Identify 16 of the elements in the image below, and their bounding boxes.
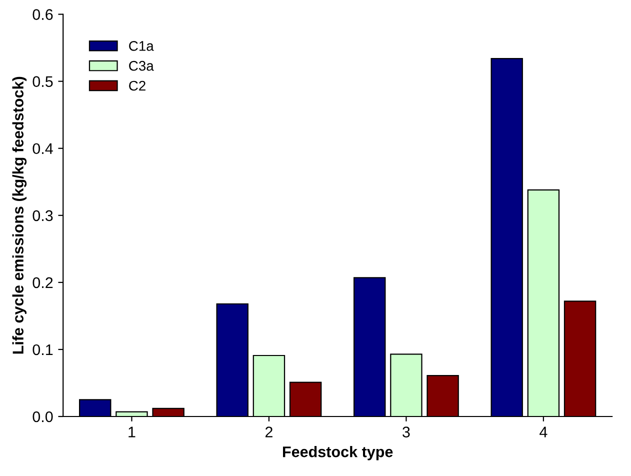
x-tick-label: 3 xyxy=(402,426,410,438)
x-tick-label: 2 xyxy=(265,426,272,438)
y-tick-label: 0.0 xyxy=(32,411,53,422)
y-axis-title: Life cycle emissions (kg/kg feedstock) xyxy=(12,76,27,354)
y-tick-label: 0.1 xyxy=(32,344,53,356)
y-tick-label: 0.3 xyxy=(32,210,53,222)
x-axis-title: Feedstock type xyxy=(283,446,393,460)
y-tick-label: 0.4 xyxy=(32,143,53,154)
y-tick-label: 0.2 xyxy=(32,277,53,288)
legend-label: C1a xyxy=(129,41,154,51)
y-tick-label: 0.6 xyxy=(32,9,53,20)
x-tick-label: 1 xyxy=(128,426,136,438)
y-tick-label: 0.5 xyxy=(32,76,53,88)
legend-label: C3a xyxy=(129,60,154,71)
x-tick-label: 4 xyxy=(540,426,548,438)
legend-label: C2 xyxy=(129,80,146,91)
